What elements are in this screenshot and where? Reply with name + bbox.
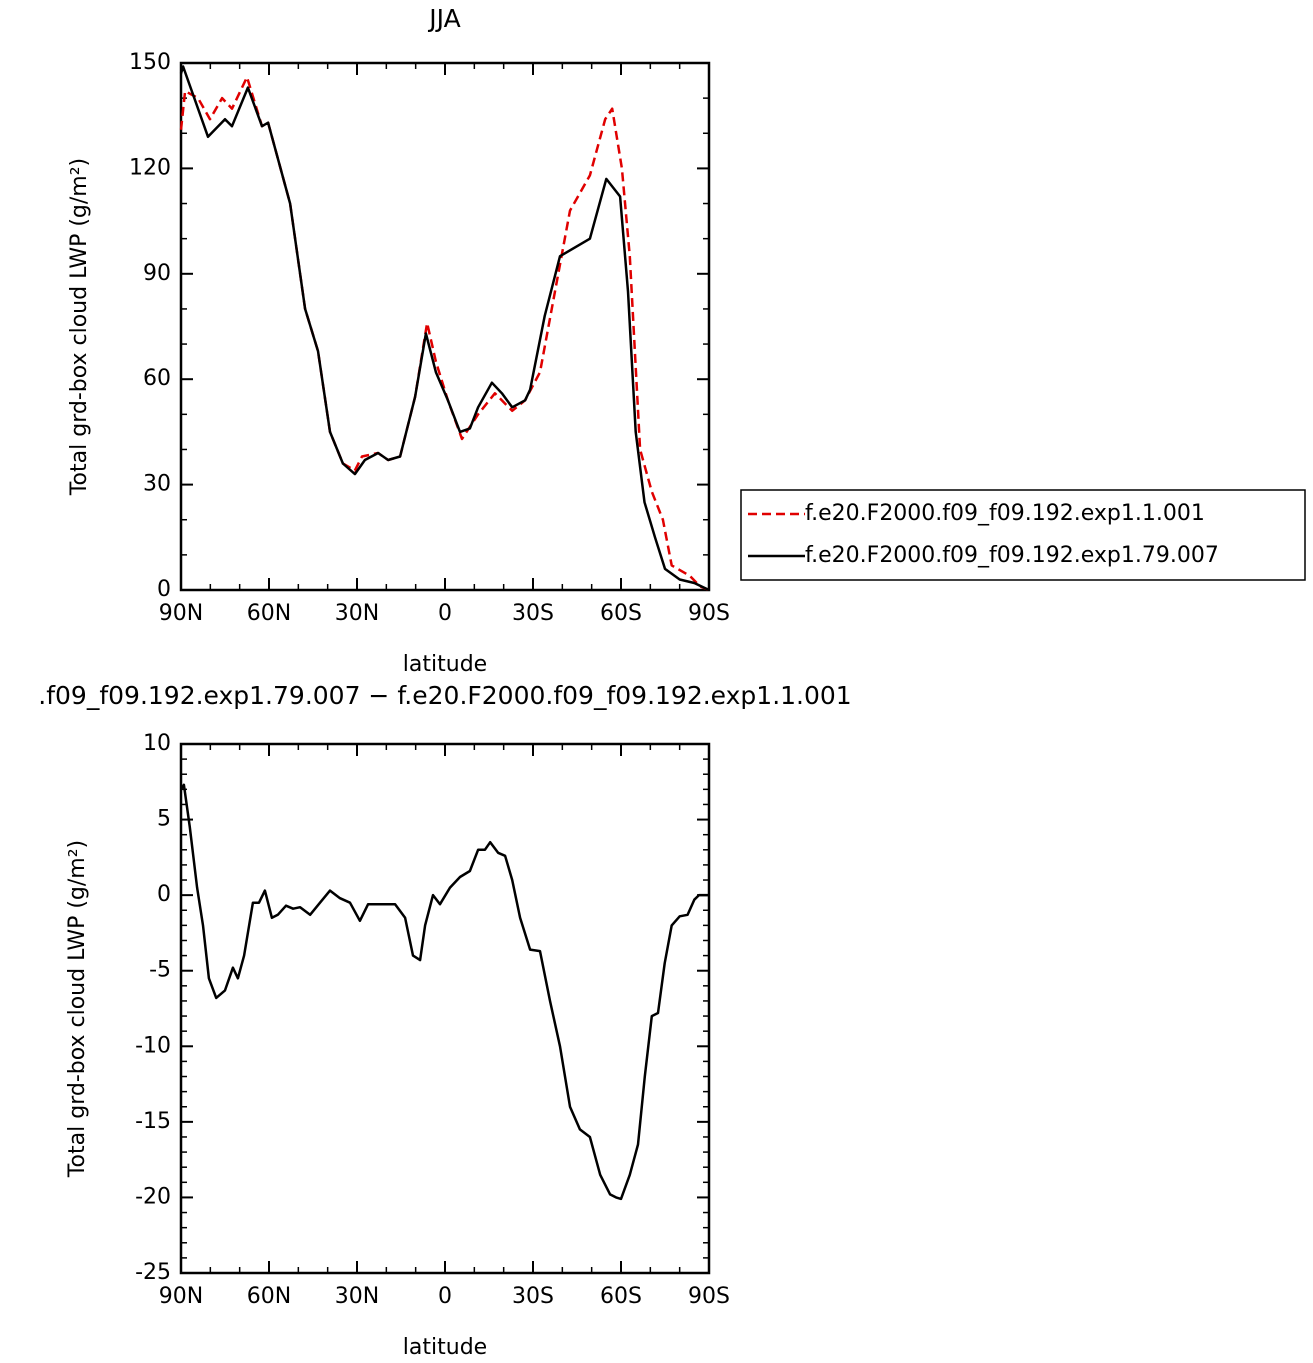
x-tick-label: 30S: [512, 1284, 554, 1309]
y-tick-label: 60: [143, 366, 171, 391]
legend-label: f.e20.F2000.f09_f09.192.exp1.1.001: [805, 501, 1205, 526]
y-tick-label: 90: [143, 261, 171, 286]
x-tick-label: 0: [438, 601, 452, 626]
y-tick-label: 30: [143, 472, 171, 497]
y-tick-label: -5: [149, 958, 171, 983]
x-tick-label: 30S: [512, 601, 554, 626]
y-tick-label: -10: [135, 1033, 171, 1058]
plot-frame: [179, 742, 711, 1275]
x-tick-label: 60N: [247, 1284, 291, 1309]
y-tick-label: -25: [135, 1260, 171, 1285]
y-tick-label: 0: [157, 577, 171, 602]
y-axis-label: Total grd-box cloud LWP (g/m²): [65, 840, 90, 1178]
y-tick-label: 0: [157, 882, 171, 907]
x-tick-label: 90S: [688, 1284, 730, 1309]
y-tick-label: 150: [129, 50, 171, 75]
x-tick-label: 60N: [247, 601, 291, 626]
x-tick-label: 30N: [335, 1284, 379, 1309]
x-axis-label: latitude: [403, 1335, 487, 1360]
x-tick-label: 60S: [600, 1284, 642, 1309]
y-tick-label: -15: [135, 1109, 171, 1134]
x-tick-label: 30N: [335, 601, 379, 626]
y-tick-label: 5: [157, 807, 171, 832]
data-line: [179, 783, 709, 1201]
x-tick-label: 90N: [159, 1284, 203, 1309]
chart-title: .f09_f09.192.exp1.79.007 − f.e20.F2000.f…: [38, 681, 851, 710]
y-tick-label: 120: [129, 155, 171, 180]
chart-title: JJA: [427, 4, 460, 33]
legend-label: f.e20.F2000.f09_f09.192.exp1.79.007: [805, 543, 1219, 568]
data-line: [179, 65, 710, 592]
y-tick-label: 10: [143, 731, 171, 756]
x-axis-label: latitude: [403, 652, 487, 677]
x-tick-label: 0: [438, 1284, 452, 1309]
y-tick-label: -20: [135, 1184, 171, 1209]
x-tick-label: 90N: [159, 601, 203, 626]
y-axis-label: Total grd-box cloud LWP (g/m²): [67, 158, 92, 496]
x-tick-label: 90S: [688, 601, 730, 626]
legend-box: [740, 489, 1306, 581]
x-tick-label: 60S: [600, 601, 642, 626]
